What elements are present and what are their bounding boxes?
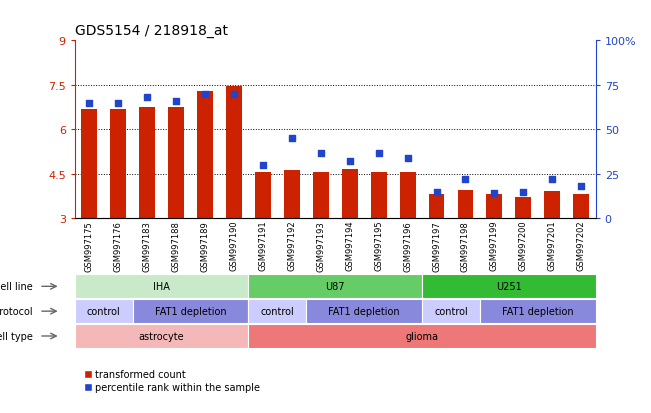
Point [171,98,182,105]
Bar [516,197,531,219]
Text: FAT1 depletion: FAT1 depletion [328,306,400,316]
Point [142,95,152,102]
Bar [249,275,422,299]
Point [316,150,326,157]
Point [576,184,587,190]
Point [84,100,94,107]
Bar [75,299,133,323]
Bar [75,275,249,299]
Bar [574,195,589,219]
Bar [486,195,503,219]
Text: FAT1 depletion: FAT1 depletion [155,306,227,316]
Text: glioma: glioma [406,331,439,341]
Point [258,162,268,169]
Text: astrocyte: astrocyte [139,331,184,341]
Point [229,91,239,98]
Text: U251: U251 [496,282,521,292]
Point [402,155,413,162]
Point [374,150,384,157]
Bar [544,192,561,219]
Point [489,191,499,197]
Point [460,176,471,183]
Bar [75,324,249,348]
Bar [284,171,300,219]
Text: cell type: cell type [0,331,33,341]
Bar [428,195,445,219]
Bar [458,191,473,219]
Bar [249,299,307,323]
Bar [480,299,596,323]
Bar [110,109,126,219]
Bar [400,173,415,219]
Bar [197,92,213,219]
Point [432,189,442,196]
Text: protocol: protocol [0,306,33,316]
Text: IHA: IHA [153,282,170,292]
Bar [139,108,155,219]
Text: U87: U87 [326,282,345,292]
Bar [226,87,242,219]
Bar [313,173,329,219]
Bar [307,299,422,323]
Point [113,100,124,107]
Bar [342,169,357,219]
Text: control: control [87,306,120,316]
Bar [422,299,480,323]
Point [200,91,210,98]
Point [547,176,557,183]
Text: cell line: cell line [0,282,33,292]
Bar [255,173,271,219]
Text: GDS5154 / 218918_at: GDS5154 / 218918_at [75,24,228,38]
Bar [422,275,596,299]
Bar [370,173,387,219]
Point [518,189,529,196]
Bar [168,108,184,219]
Bar [81,109,97,219]
Point [344,159,355,165]
Bar [249,324,596,348]
Text: control: control [260,306,294,316]
Legend: transformed count, percentile rank within the sample: transformed count, percentile rank withi… [79,366,264,396]
Text: control: control [434,306,468,316]
Bar [133,299,249,323]
Point [286,135,297,142]
Text: FAT1 depletion: FAT1 depletion [502,306,574,316]
